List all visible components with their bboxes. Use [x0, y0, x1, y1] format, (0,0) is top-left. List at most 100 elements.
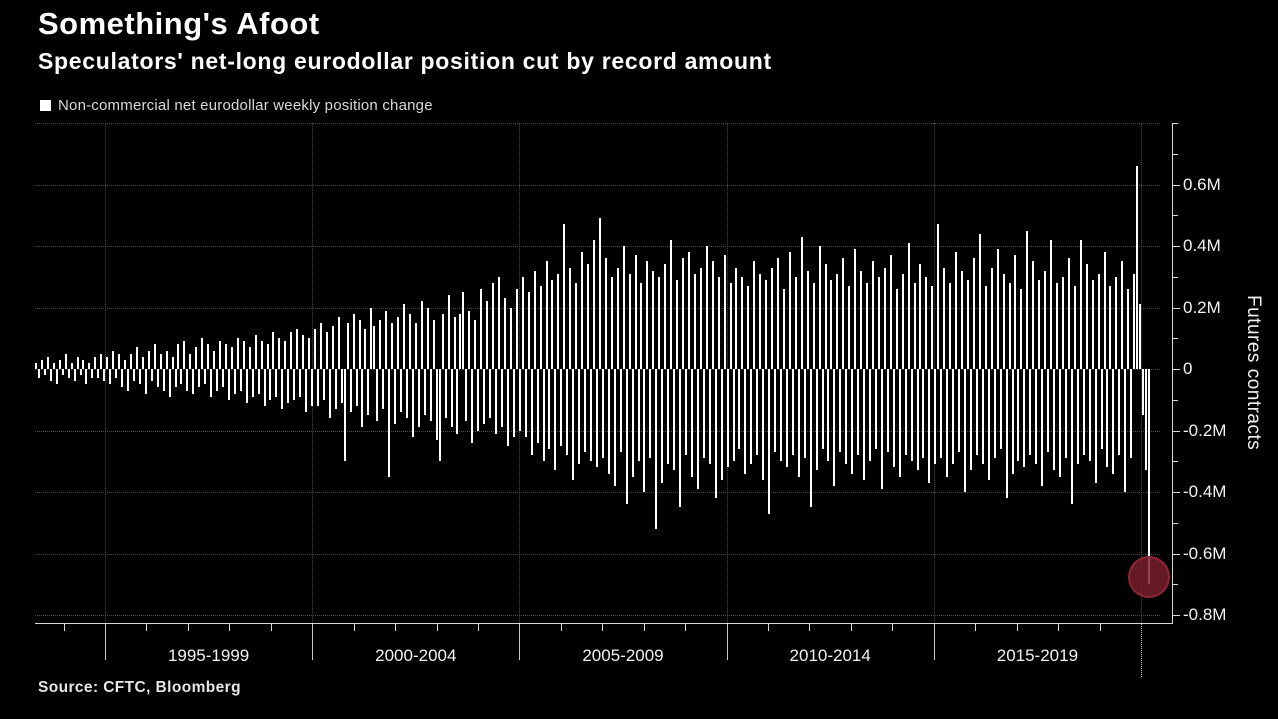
x-axis-year-tick: [560, 624, 562, 631]
bar: [135, 347, 138, 369]
bar: [1130, 369, 1133, 459]
bar: [539, 285, 542, 369]
bar: [1014, 255, 1017, 369]
bar: [931, 285, 934, 369]
y-axis-tick: [1173, 123, 1178, 124]
y-axis-tick-label: 0.6M: [1183, 174, 1221, 194]
bar: [314, 329, 316, 369]
bar: [788, 252, 791, 369]
bar: [925, 276, 928, 369]
y-axis-tick-label: 0: [1183, 359, 1193, 378]
x-axis-period-label: 1995-1999: [167, 646, 250, 665]
bar: [604, 258, 607, 369]
bar: [1005, 369, 1008, 499]
bar: [1047, 369, 1050, 453]
bar: [949, 282, 952, 369]
bar: [1136, 166, 1139, 369]
x-axis-period-divider: [1141, 624, 1142, 677]
bar: [1026, 230, 1029, 369]
bar: [1020, 289, 1023, 369]
bar: [880, 369, 883, 489]
bar: [673, 369, 676, 471]
chart-subtitle: Speculators' net-long eurodollar positio…: [38, 48, 772, 74]
bar: [210, 369, 213, 397]
bar: [311, 369, 314, 406]
x-axis-year-tick: [229, 624, 231, 631]
bar: [224, 344, 227, 369]
bar: [910, 369, 913, 462]
bar: [768, 369, 771, 514]
bar: [554, 369, 557, 471]
bar: [800, 236, 803, 369]
bar: [782, 289, 785, 369]
bar: [189, 353, 192, 369]
bar: [112, 350, 115, 369]
bar: [693, 273, 696, 369]
bar: [652, 270, 655, 369]
bar: [82, 359, 85, 369]
bar: [391, 322, 394, 369]
bar: [824, 264, 827, 369]
bar: [1044, 270, 1047, 369]
bar: [61, 369, 64, 376]
bar: [1112, 369, 1115, 474]
bar: [803, 369, 806, 459]
y-axis-tick-label: -0.4M: [1183, 482, 1227, 501]
bar: [676, 279, 679, 369]
bar: [634, 255, 637, 369]
bar: [690, 369, 693, 477]
bar: [658, 276, 661, 369]
bar: [1109, 285, 1112, 369]
bar: [818, 246, 821, 369]
bar: [408, 313, 411, 369]
bar: [1070, 369, 1073, 505]
bar: [1088, 369, 1091, 462]
bar: [400, 369, 403, 413]
bar: [109, 369, 112, 385]
bar: [168, 369, 171, 397]
bar: [631, 369, 634, 477]
bar: [966, 279, 969, 369]
bar: [40, 359, 43, 369]
bar: [73, 369, 76, 382]
bar: [530, 369, 533, 456]
bar: [180, 369, 183, 385]
y-axis-tick-label: 0.2M: [1183, 297, 1221, 317]
bar: [854, 249, 857, 369]
bar: [138, 369, 141, 385]
bar: [106, 356, 109, 369]
bar: [316, 369, 319, 406]
bar: [987, 369, 990, 480]
bar: [551, 279, 554, 369]
bar: [46, 356, 49, 369]
bar: [548, 369, 551, 449]
bar: [1148, 369, 1151, 585]
bar: [791, 369, 794, 456]
bar: [848, 285, 851, 369]
bar: [993, 369, 996, 459]
bar: [723, 255, 726, 369]
bar: [619, 369, 622, 453]
bar: [305, 369, 308, 413]
bar: [397, 316, 400, 369]
bar: [52, 362, 55, 369]
bar: [260, 341, 263, 369]
bar: [495, 369, 498, 434]
bar: [147, 350, 150, 369]
bar: [536, 369, 539, 443]
bar: [1035, 369, 1038, 465]
bar: [385, 310, 388, 369]
bar: [999, 369, 1002, 449]
bar: [346, 322, 349, 369]
bar: [355, 369, 358, 406]
bar: [533, 270, 536, 369]
x-axis-period-divider: [726, 624, 728, 660]
bar: [498, 276, 501, 369]
bar: [403, 304, 406, 369]
bar: [337, 316, 340, 369]
bar: [1029, 369, 1032, 456]
bar: [1142, 369, 1145, 416]
bar: [981, 369, 984, 465]
bar: [144, 369, 147, 394]
bar: [872, 261, 874, 369]
